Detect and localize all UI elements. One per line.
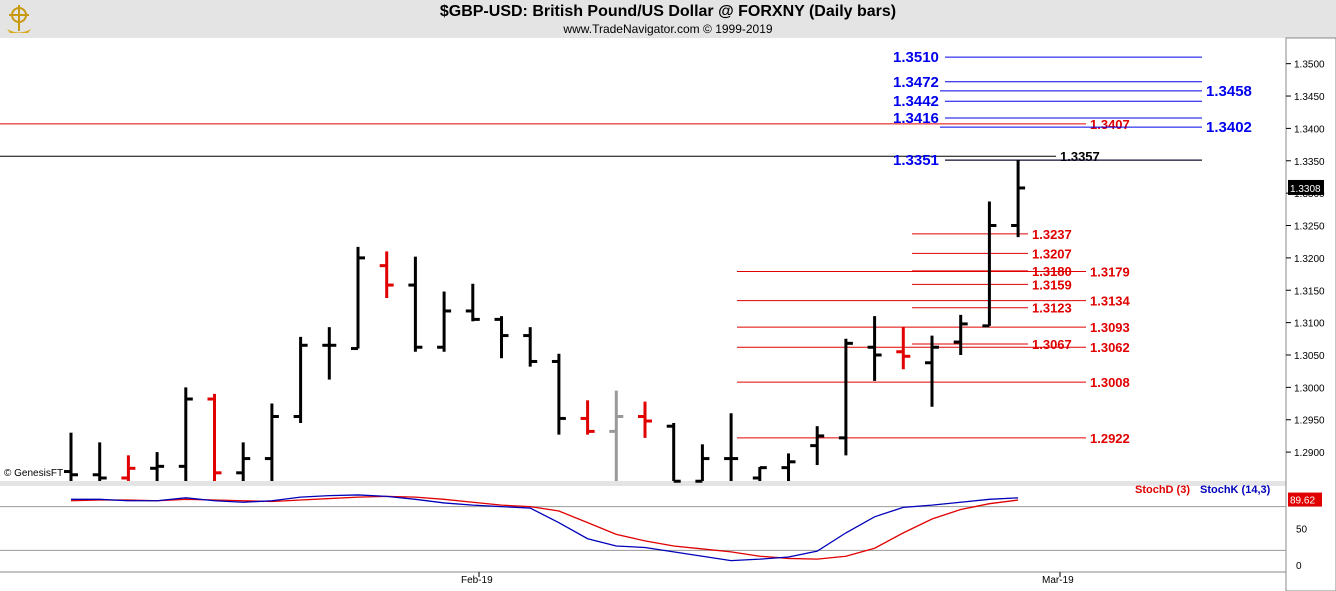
ohlc-bar — [494, 316, 509, 359]
osc-last-label: 89.62 — [1290, 496, 1315, 507]
osc-series-line — [70, 495, 1019, 560]
ohlc-bar — [666, 422, 681, 483]
ohlc-bar — [638, 401, 652, 438]
ohlc-bar — [609, 390, 624, 481]
ohlc-bar — [523, 327, 538, 367]
ohlc-bar — [178, 387, 193, 481]
y-tick-label: 1.3250 — [1294, 222, 1325, 233]
level-label: 1.3123 — [1032, 301, 1072, 316]
level-label: 1.3179 — [1090, 264, 1130, 279]
level-label: 1.3134 — [1090, 294, 1131, 309]
panel-separator — [0, 481, 1336, 486]
ohlc-bar — [322, 327, 337, 380]
ohlc-bar — [408, 256, 423, 352]
level-label: 1.3510 — [893, 49, 939, 66]
ohlc-bar — [810, 426, 825, 466]
ohlc-bar — [867, 316, 882, 381]
last-price-label: 1.3308 — [1290, 184, 1321, 195]
y-tick-label: 1.3150 — [1294, 286, 1325, 297]
ohlc-bar — [724, 413, 739, 481]
ohlc-bar — [437, 291, 452, 352]
ohlc-bar — [92, 442, 107, 481]
level-label: 1.3458 — [1206, 83, 1252, 100]
level-label: 1.3416 — [893, 110, 939, 127]
level-label: 1.3442 — [893, 93, 939, 110]
y-tick-label: 1.3050 — [1294, 351, 1325, 362]
level-label: 1.3008 — [1090, 375, 1130, 390]
x-tick-label: Feb-19 — [461, 575, 493, 586]
ohlc-bar — [551, 353, 566, 435]
level-label: 1.3402 — [1206, 119, 1252, 136]
x-tick-label: Mar-19 — [1042, 575, 1074, 586]
y-tick-label: 1.3450 — [1294, 92, 1325, 103]
ohlc-bar — [207, 393, 222, 481]
ohlc-bar — [465, 283, 480, 322]
level-label: 1.3093 — [1090, 320, 1130, 335]
ohlc-bar — [781, 453, 796, 481]
y-tick-label: 1.2950 — [1294, 416, 1325, 427]
ohlc-bar — [925, 335, 939, 407]
ohlc-bar — [379, 251, 394, 299]
price-plot-area — [0, 38, 1286, 481]
ohlc-bar — [695, 444, 710, 483]
y-tick-label: 1.3000 — [1294, 383, 1325, 394]
level-label: 1.3067 — [1032, 337, 1072, 352]
level-label: 1.3407 — [1090, 117, 1130, 132]
ohlc-bar — [236, 442, 251, 481]
y-tick-label: 1.3100 — [1294, 319, 1325, 330]
ohlc-bar — [150, 452, 165, 481]
level-label: 1.3062 — [1090, 340, 1130, 355]
ohlc-bar — [752, 466, 767, 481]
osc-legend-stochd: StochD (3) — [1135, 484, 1190, 496]
level-label: 1.3159 — [1032, 277, 1072, 292]
y-axis-panel — [1285, 37, 1336, 591]
y-tick-label: 1.3200 — [1294, 254, 1325, 265]
level-label: 1.3357 — [1060, 149, 1100, 164]
level-label: 1.3237 — [1032, 227, 1072, 242]
ship-wheel-logo-icon — [4, 3, 34, 35]
chart-header — [0, 0, 1336, 38]
osc-tick-label: 0 — [1296, 561, 1302, 572]
ohlc-bar — [264, 403, 279, 481]
credit-text: © GenesisFT — [4, 468, 64, 479]
level-label: 1.3472 — [893, 74, 939, 91]
last-price-tag — [1288, 179, 1324, 195]
ohlc-bar — [838, 338, 853, 456]
osc-series-line — [71, 494, 1019, 562]
ohlc-bar — [580, 400, 595, 435]
osc-last-tag — [1288, 492, 1322, 507]
ohlc-bar — [982, 201, 997, 328]
ohlc-bar — [121, 455, 136, 481]
y-tick-label: 1.3500 — [1294, 60, 1325, 71]
level-label: 1.3351 — [893, 152, 939, 169]
osc-tick-label: 50 — [1296, 525, 1308, 536]
level-label: 1.3207 — [1032, 246, 1072, 261]
y-tick-label: 1.3400 — [1294, 124, 1325, 135]
y-tick-label: 1.3350 — [1294, 157, 1325, 168]
y-tick-label: 1.2900 — [1294, 448, 1325, 459]
ohlc-bar — [351, 246, 365, 351]
ohlc-bar — [64, 432, 78, 481]
level-label: 1.2922 — [1090, 431, 1130, 446]
chart-subtitle: www.TradeNavigator.com © 1999-2019 — [563, 22, 773, 36]
ohlc-bar — [293, 336, 308, 423]
osc-legend-stochk: StochK (14,3) — [1200, 484, 1271, 496]
ohlc-bar — [896, 327, 911, 370]
ohlc-bar — [1011, 160, 1026, 238]
ohlc-bar — [953, 314, 968, 355]
chart-title: $GBP-USD: British Pound/US Dollar @ FORX… — [439, 3, 897, 20]
